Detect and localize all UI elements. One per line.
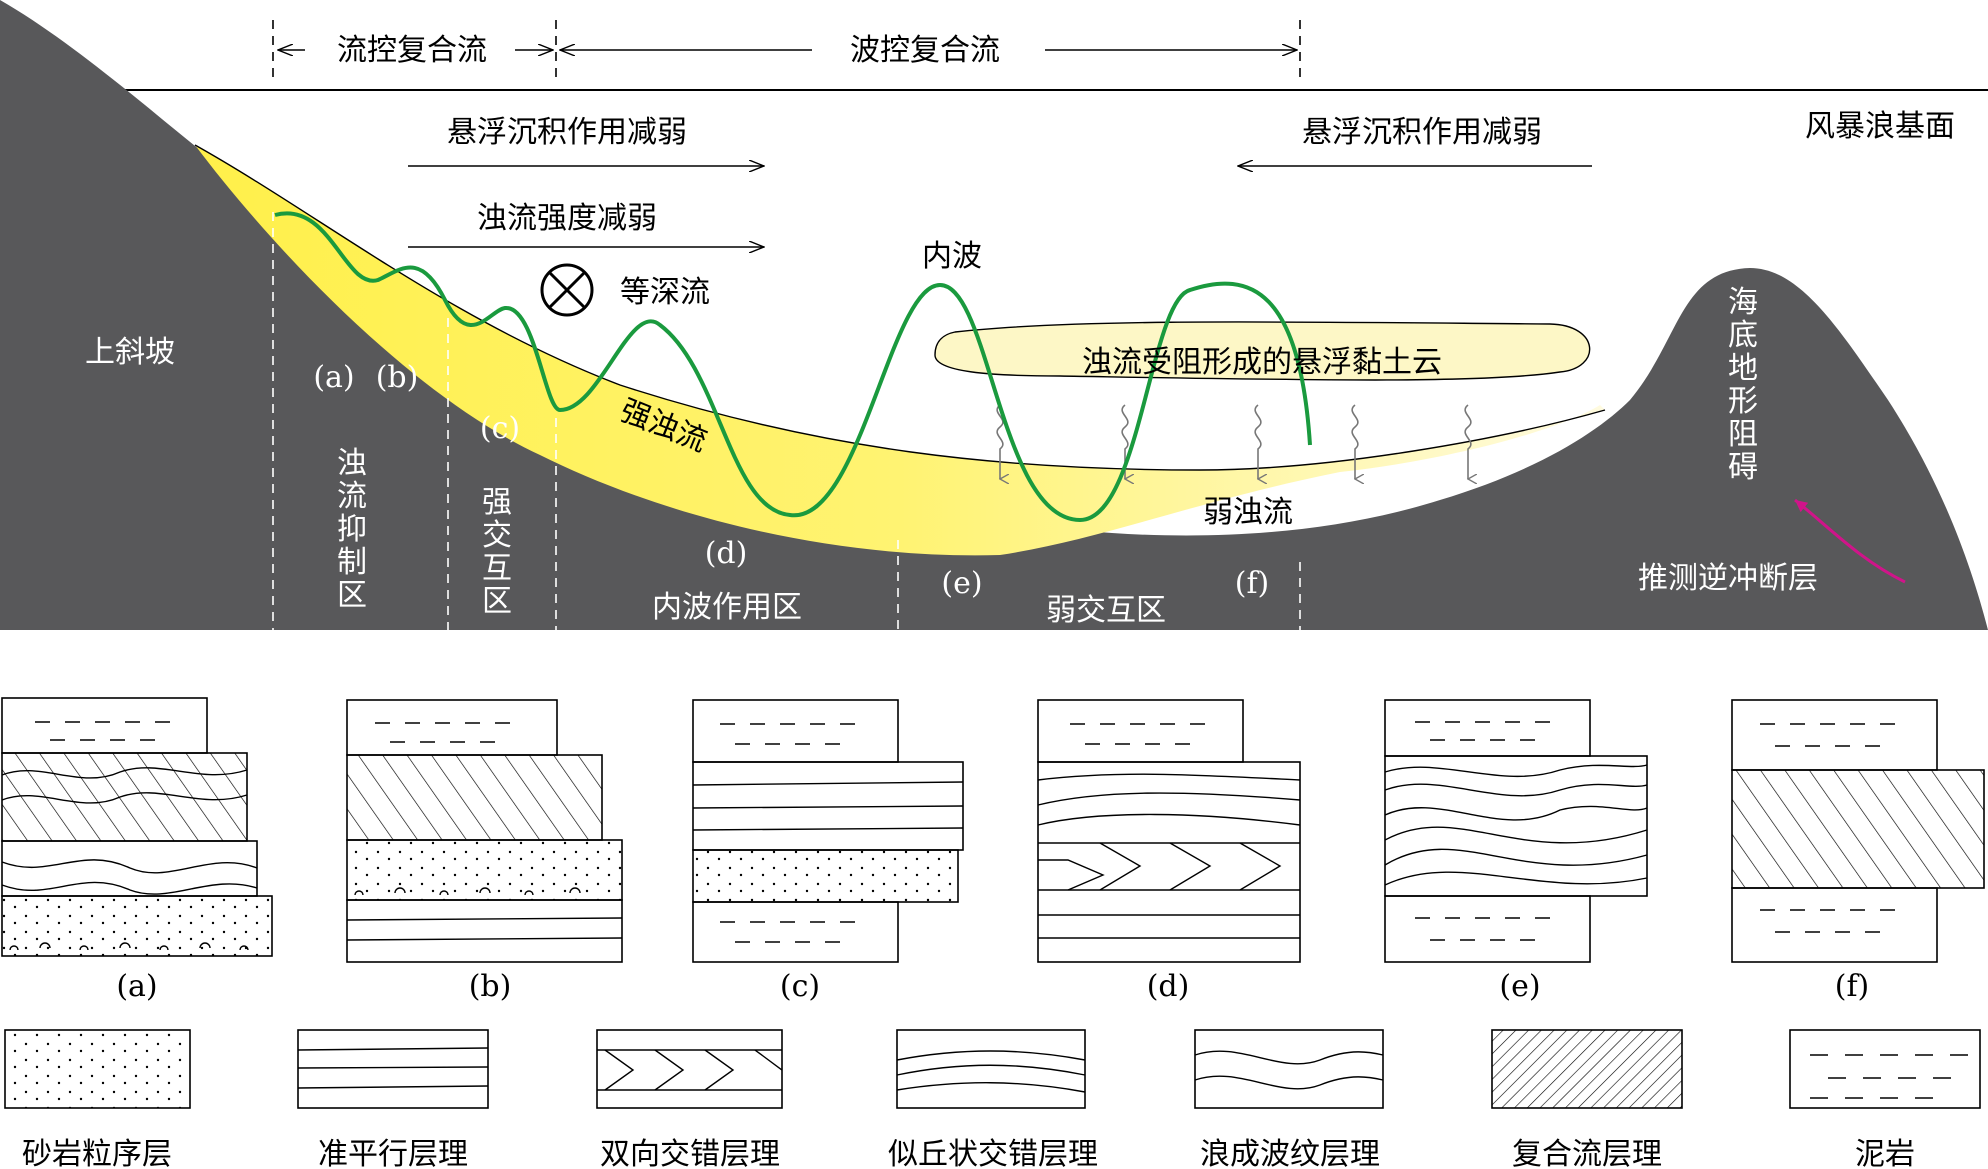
legend-label-0: 砂岩粒序层: [22, 1137, 172, 1169]
zone-weak-interaction-label: 弱交互区: [1046, 593, 1166, 628]
internal-wave-line: [274, 211, 1312, 523]
turbidity-current: [195, 145, 1605, 556]
contour-current-label: 等深流: [620, 275, 710, 310]
point-a-label: (a): [313, 360, 354, 395]
legend-bidirectional-cross: 双向交错层理: [596, 1029, 783, 1169]
svg-text:制: 制: [337, 545, 367, 580]
column-b: (b): [346, 699, 623, 1004]
svg-text:互: 互: [482, 551, 512, 586]
zone-internal-wave-label: 内波作用区: [652, 590, 802, 625]
svg-text:海: 海: [1728, 285, 1758, 320]
legend-combined-flow: 复合流层理: [1491, 1029, 1683, 1169]
clay-cloud-label: 浊流受阻形成的悬浮黏土云: [1082, 345, 1442, 380]
column-d-label: (d): [1147, 969, 1190, 1004]
column-a: (a): [1, 697, 273, 1004]
point-f-label: (f): [1235, 566, 1270, 601]
zone-suppression-label: 浊 流 抑 制 区: [337, 446, 367, 613]
svg-text:碍: 碍: [1728, 450, 1758, 485]
settling-arrows: [996, 404, 1471, 479]
column-c: (c): [692, 699, 964, 1004]
svg-text:底: 底: [1728, 318, 1758, 353]
flow-controlled-label: 流控复合流: [337, 33, 487, 68]
legend-label-1: 准平行层理: [318, 1137, 468, 1169]
svg-text:流: 流: [337, 479, 367, 514]
column-d: (d): [1037, 699, 1301, 1004]
thrust-fault-arrow: [1794, 498, 1906, 584]
column-f: (f): [1731, 699, 1985, 1004]
weak-turbidity-label: 弱浊流: [1203, 495, 1293, 530]
legend-label-2: 双向交错层理: [600, 1137, 780, 1169]
clay-cloud: [934, 321, 1591, 381]
contour-current-symbol: [540, 263, 594, 317]
slope-basin-body: [0, 0, 1988, 630]
legend-mudstone: 泥岩: [1789, 1029, 1981, 1169]
svg-text:地: 地: [1728, 351, 1758, 386]
svg-text:区: 区: [337, 578, 367, 613]
legend-sandstone-graded: 砂岩粒序层: [4, 1029, 191, 1169]
legend-wave-ripple: 浪成波纹层理: [1194, 1029, 1384, 1169]
turbidity-weaken-label: 浊流强度减弱: [477, 201, 657, 236]
thrust-fault-label: 推测逆冲断层: [1638, 561, 1818, 596]
point-d-label: (d): [705, 536, 748, 571]
legend-label-5: 复合流层理: [1512, 1137, 1662, 1169]
column-f-label: (f): [1835, 969, 1870, 1004]
legend-quasi-parallel: 准平行层理: [297, 1029, 489, 1169]
susp-weaken-right-label: 悬浮沉积作用减弱: [1302, 115, 1542, 150]
svg-text:阻: 阻: [1728, 417, 1758, 452]
point-e-label: (e): [941, 566, 982, 601]
seafloor-obstacle-label: 海 底 地 形 阻 碍: [1728, 285, 1758, 485]
svg-text:强: 强: [482, 485, 512, 520]
legend: 砂岩粒序层 准平行层理 双向交错层理 似丘状交错层理 浪成波纹: [4, 1029, 1981, 1169]
point-b-label: (b): [376, 360, 419, 395]
column-a-label: (a): [116, 969, 157, 1004]
zone-strong-interaction-label: 强 交 互 区: [482, 485, 512, 619]
zone-boundaries: [272, 212, 1301, 632]
column-e: (e): [1384, 699, 1648, 1004]
internal-wave-label: 内波: [922, 239, 982, 274]
wave-controlled-label: 波控复合流: [850, 33, 1000, 68]
svg-text:浊: 浊: [337, 446, 367, 481]
upper-slope-label: 上斜坡: [85, 335, 175, 370]
legend-label-4: 浪成波纹层理: [1200, 1137, 1380, 1169]
svg-text:抑: 抑: [337, 512, 367, 547]
legend-label-6: 泥岩: [1855, 1137, 1915, 1169]
legend-label-3: 似丘状交错层理: [888, 1137, 1098, 1169]
storm-wave-base-label: 风暴浪基面: [1805, 109, 1955, 144]
column-e-label: (e): [1499, 969, 1540, 1004]
columns: (a) (b) (c): [1, 697, 1985, 1004]
cross-section: 流控复合流 波控复合流 悬浮沉积作用减弱 浊流强度减弱 悬浮沉积作用减弱 风暴浪…: [0, 0, 1988, 632]
column-c-label: (c): [780, 969, 820, 1004]
svg-text:交: 交: [482, 518, 512, 553]
svg-text:形: 形: [1728, 384, 1758, 419]
svg-text:区: 区: [482, 584, 512, 619]
legend-hummocky-like: 似丘状交错层理: [888, 1029, 1098, 1169]
top-arrows: [278, 50, 1592, 247]
point-c-label: (c): [480, 411, 520, 446]
column-b-label: (b): [469, 969, 512, 1004]
susp-weaken-left-label: 悬浮沉积作用减弱: [447, 115, 687, 150]
